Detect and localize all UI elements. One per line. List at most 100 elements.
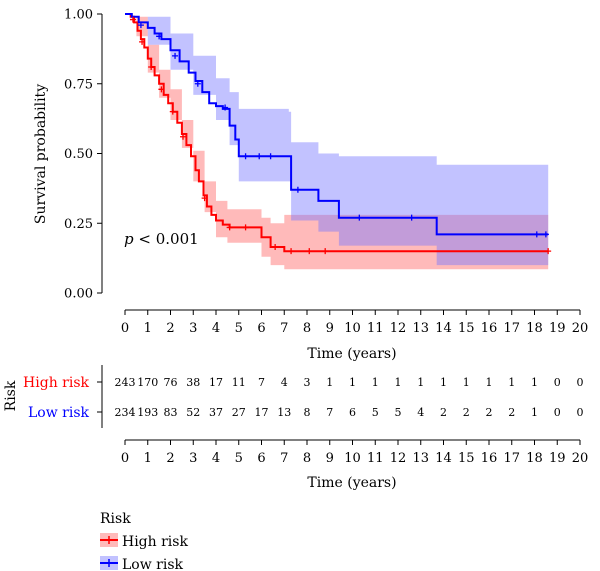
x-tick-label: 20	[572, 321, 589, 336]
censor-mark-low-risk	[267, 153, 274, 160]
at-risk-count-low-risk: 5	[372, 406, 379, 419]
at-risk-count-high-risk: 17	[209, 376, 223, 389]
censor-mark-high-risk	[158, 86, 165, 93]
p-value-text: < 0.001	[134, 230, 199, 248]
km-plot: 0.00 0.25 0.50 0.75 1.00 Survival probabilit…	[33, 8, 588, 363]
censor-mark-high-risk	[226, 224, 233, 231]
censor-mark-low-risk	[294, 186, 301, 193]
x-tick-label: 3	[189, 321, 197, 336]
x-tick-label: 0	[121, 321, 129, 336]
censor-mark-low-risk	[172, 52, 179, 59]
risk-table-x-tick-label: 10	[344, 451, 361, 466]
risk-table-x-tick-label: 2	[166, 451, 174, 466]
censor-mark-high-risk	[201, 195, 208, 202]
x-tick-label: 8	[303, 321, 311, 336]
at-risk-count-low-risk: 2	[508, 406, 515, 419]
risk-table-x-axis-title: Time (years)	[307, 475, 396, 491]
at-risk-count-high-risk: 1	[372, 376, 379, 389]
at-risk-count-low-risk: 2	[486, 406, 493, 419]
censor-mark-low-risk	[194, 80, 201, 87]
risk-table-x-tick-label: 19	[549, 451, 566, 466]
at-risk-count-low-risk: 2	[440, 406, 447, 419]
confidence-band-high-risk	[125, 14, 549, 270]
x-tick-label: 2	[166, 321, 174, 336]
risk-table-x-tick-label: 9	[326, 451, 334, 466]
x-tick-label: 13	[412, 321, 429, 336]
censor-mark-high-risk	[288, 248, 295, 255]
at-risk-count-low-risk: 0	[577, 406, 584, 419]
censor-mark-low-risk	[242, 153, 249, 160]
at-risk-count-high-risk: 0	[554, 376, 561, 389]
censor-mark-low-risk	[156, 33, 163, 40]
survival-curve-low-risk	[125, 13, 549, 236]
at-risk-count-low-risk: 5	[395, 406, 402, 419]
y-axis: 0.00 0.25 0.50 0.75 1.00	[64, 8, 103, 302]
risk-table-x-tick-label: 6	[257, 451, 265, 466]
at-risk-count-low-risk: 13	[277, 406, 291, 419]
at-risk-count-high-risk: 1	[326, 376, 333, 389]
censor-mark-low-risk	[137, 22, 144, 29]
at-risk-count-low-risk: 17	[255, 406, 269, 419]
legend-label-high-risk: High risk	[122, 534, 188, 550]
x-tick-label: 10	[344, 321, 361, 336]
p-symbol: p	[124, 230, 134, 248]
risk-table-x-tick-label: 14	[435, 451, 452, 466]
at-risk-count-high-risk: 243	[115, 376, 136, 389]
risk-row-label-high: High risk	[23, 375, 89, 391]
risk-row-label-low: Low risk	[28, 405, 90, 421]
at-risk-count-high-risk: 0	[577, 376, 584, 389]
risk-table-x-tick-label: 1	[144, 451, 152, 466]
at-risk-count-high-risk: 1	[508, 376, 515, 389]
censor-mark-high-risk	[306, 248, 313, 255]
risk-table-x-tick-label: 8	[303, 451, 311, 466]
risk-table-x-tick-label: 7	[280, 451, 288, 466]
censor-mark-high-risk	[148, 64, 155, 71]
x-tick-label: 16	[481, 321, 498, 336]
risk-table-x-tick-label: 4	[212, 451, 220, 466]
y-tick-label: 1.00	[64, 8, 93, 23]
at-risk-count-low-risk: 37	[209, 406, 223, 419]
at-risk-count-low-risk: 0	[554, 406, 561, 419]
y-tick-label: 0.25	[64, 217, 93, 232]
at-risk-count-low-risk: 7	[326, 406, 333, 419]
x-tick-label: 12	[390, 321, 407, 336]
at-risk-count-low-risk: 234	[115, 406, 136, 419]
censor-mark-high-risk	[242, 224, 249, 231]
risk-table-x-tick-label: 5	[235, 451, 243, 466]
at-risk-count-high-risk: 1	[395, 376, 402, 389]
x-tick-label: 9	[326, 321, 334, 336]
censor-marks	[129, 16, 552, 255]
at-risk-count-high-risk: 4	[281, 376, 288, 389]
risk-row-high: High risk 243 170 76 38 17 11 7 4 3 1 1 1 1 1 1 1 1 1 1 0 0	[23, 375, 583, 391]
x-tick-label: 6	[257, 321, 265, 336]
x-tick-label: 17	[503, 321, 520, 336]
risk-table-x-tick-label: 13	[412, 451, 429, 466]
risk-row-low: Low risk 234 193 83 52 37 27 17 13 8 7 6 5 5 4 2 2 2 2 1 0 0	[28, 405, 584, 421]
x-tick-label: 11	[367, 321, 384, 336]
legend-title: Risk	[100, 511, 131, 527]
legend-item-low-risk: Low risk	[100, 556, 184, 571]
at-risk-count-high-risk: 76	[164, 376, 178, 389]
censor-mark-high-risk	[129, 16, 136, 23]
legend-item-high-risk: High risk	[100, 533, 188, 550]
confidence-band-low-risk	[125, 14, 549, 266]
legend-label-low-risk: Low risk	[122, 557, 184, 571]
at-risk-count-high-risk: 1	[463, 376, 470, 389]
censor-mark-low-risk	[542, 231, 549, 238]
at-risk-count-high-risk: 11	[232, 376, 246, 389]
censor-mark-high-risk	[139, 38, 146, 45]
confidence-bands	[125, 14, 549, 270]
risk-table-x-tick-label: 15	[458, 451, 475, 466]
at-risk-count-low-risk: 2	[463, 406, 470, 419]
at-risk-count-low-risk: 83	[164, 406, 178, 419]
risk-table-x-tick-label: 3	[189, 451, 197, 466]
x-tick-label: 18	[526, 321, 543, 336]
censor-mark-low-risk	[256, 153, 263, 160]
x-tick-label: 19	[549, 321, 566, 336]
at-risk-count-high-risk: 1	[349, 376, 356, 389]
at-risk-count-high-risk: 1	[486, 376, 493, 389]
p-value-annotation: p < 0.001	[124, 230, 199, 248]
at-risk-count-low-risk: 193	[137, 406, 158, 419]
y-axis-title: Survival probability	[33, 84, 49, 224]
